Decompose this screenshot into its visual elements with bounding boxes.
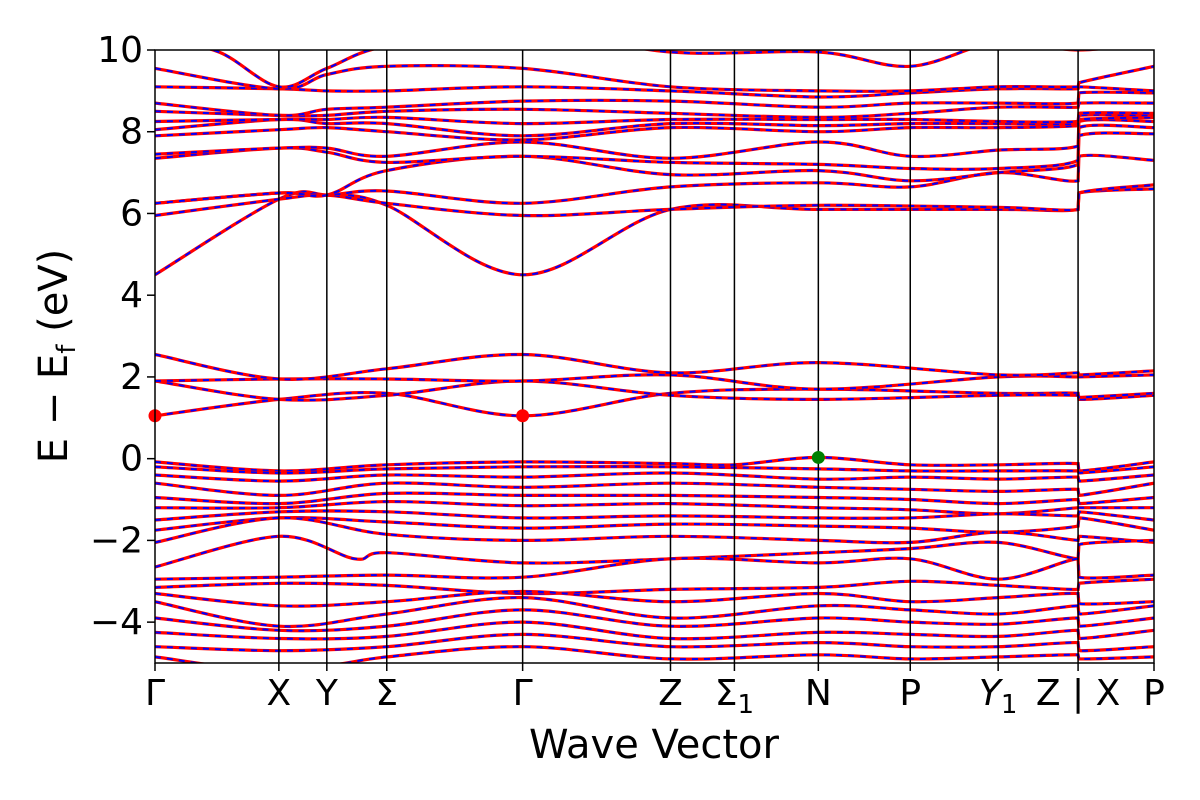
x-tick-label: Z | X: [1036, 673, 1120, 714]
plot-frame: [154, 49, 1155, 664]
conduction-band-2: [155, 373, 1154, 391]
y-tick-label: 0: [120, 439, 143, 480]
high-symmetry-lines: [278, 50, 1079, 663]
x-tick-label: Γ: [145, 673, 165, 714]
conduction-band-15: [155, 85, 1154, 99]
valence-band-11: [155, 577, 1154, 596]
y-axis-title-sub: f: [52, 344, 82, 354]
x-tick-label: Γ: [513, 673, 533, 714]
cbm-marker: [516, 409, 530, 423]
valence-band-11-overlay: [155, 578, 1154, 595]
y-tick-label: −2: [90, 520, 143, 561]
y-axis-title: E − Ef (eV): [31, 249, 82, 464]
valence-band-6-overlay: [155, 509, 1154, 521]
band-edge-markers: [148, 409, 825, 464]
valence-band-10-overlay: [155, 557, 1154, 581]
valence-band-9: [155, 534, 1154, 569]
valence-band-2-overlay: [155, 471, 1154, 483]
valence-band-15-overlay: [155, 621, 1154, 640]
y-tick-label: 6: [120, 193, 143, 234]
conduction-band-4: [155, 187, 1154, 277]
x-tick-label: Z: [658, 673, 683, 714]
conduction-band-15-overlay: [155, 85, 1154, 99]
conduction-band-5-overlay: [155, 183, 1154, 217]
conduction-band-17: [207, 50, 1105, 89]
valence-band-8-overlay: [155, 516, 1154, 544]
y-tick-label: −4: [90, 602, 143, 643]
x-axis-title: Wave Vector: [529, 722, 780, 768]
conduction-band-4-overlay: [155, 187, 1154, 276]
x-tick-label: Y1: [979, 673, 1018, 720]
x-axis-ticks: Γ X Y Σ Γ Z Σ1 N P Y1 Z | X P: [145, 663, 1165, 720]
x-tick-label: N: [805, 673, 832, 714]
valence-band-4-overlay: [155, 492, 1154, 505]
valence-band-7-overlay: [155, 516, 1154, 534]
energy-bands: [155, 50, 1154, 663]
y-tick-label: 10: [97, 30, 143, 71]
valence-band-1-overlay: [155, 465, 1154, 475]
y-tick-label: 8: [120, 112, 143, 153]
vbm-marker: [811, 450, 825, 464]
valence-band-0-overlay: [155, 456, 1154, 472]
valence-band-16-overlay: [155, 633, 1154, 652]
valence-band-12-overlay: [155, 590, 1154, 608]
valence-band-3-overlay: [155, 481, 1154, 497]
valence-band-9-overlay: [155, 535, 1154, 568]
x-tick-label: Σ1: [715, 673, 754, 720]
valence-band-14-overlay: [155, 608, 1154, 632]
y-tick-label: 2: [120, 357, 143, 398]
y-axis-title-unit: (eV): [31, 249, 77, 345]
x-tick-label: P: [1143, 673, 1165, 714]
conduction-band-12-overlay: [155, 111, 1154, 125]
y-axis-title-base: E − E: [31, 354, 77, 464]
x-tick-label: Y: [315, 673, 339, 714]
conduction-band-13-overlay: [155, 101, 1154, 119]
valence-band-13-overlay: [155, 596, 1154, 628]
x-tick-label: Σ: [375, 673, 398, 714]
valence-band-12: [155, 589, 1154, 608]
valence-band-0: [155, 455, 1154, 473]
y-tick-label: 4: [120, 275, 143, 316]
conduction-band-7-overlay: [155, 131, 1154, 205]
x-tick-label: X: [267, 673, 292, 714]
valence-band-3: [155, 481, 1154, 498]
y-axis-ticks: −4 −2 0 2 4 6 8 10: [90, 30, 155, 643]
valence-band-17-overlay: [155, 645, 1154, 663]
x-tick-label: P: [899, 673, 921, 714]
